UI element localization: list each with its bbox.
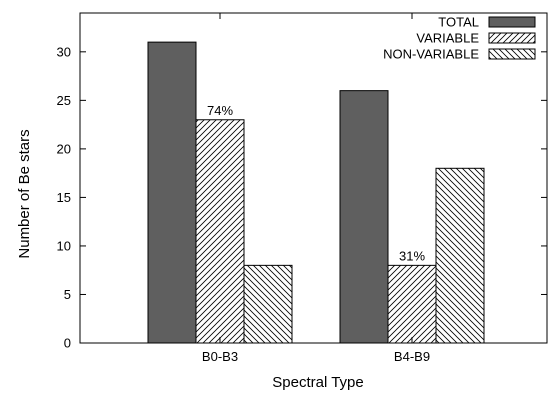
legend-swatch-non-variable xyxy=(488,48,536,60)
bars-layer xyxy=(147,41,485,344)
y-axis-ticks: 0 5 10 15 20 25 30 xyxy=(57,44,547,351)
legend-label-variable: VARIABLE xyxy=(416,31,479,46)
plot-frame xyxy=(79,12,548,344)
x-axis-ticks: B0-B3 B4-B9 xyxy=(202,13,430,364)
y-tick-label: 0 xyxy=(64,336,71,351)
data-label-percent: 31% xyxy=(399,248,425,263)
data-label-percent: 74% xyxy=(207,103,233,118)
y-tick-label: 10 xyxy=(57,238,71,253)
bar-non-variable-b0-b3 xyxy=(243,264,293,344)
bar-non-variable-b4-b9 xyxy=(435,167,485,344)
y-tick-label: 30 xyxy=(57,44,71,59)
bar-total-b0-b3 xyxy=(147,41,197,344)
bar-variable-b4-b9 xyxy=(387,264,437,344)
y-tick-label: 5 xyxy=(64,287,71,302)
x-tick-label: B4-B9 xyxy=(394,349,430,364)
legend-swatch-variable xyxy=(488,32,536,44)
x-axis-label: Spectral Type xyxy=(272,374,363,391)
x-tick-label: B0-B3 xyxy=(202,349,238,364)
y-tick-label: 15 xyxy=(57,190,71,205)
bar-variable-b0-b3 xyxy=(195,119,245,344)
bar-total-b4-b9 xyxy=(339,90,389,344)
legend-label-total: TOTAL xyxy=(438,15,479,30)
y-axis-label: Number of Be stars xyxy=(16,129,33,258)
legend-swatch-total xyxy=(488,16,536,28)
data-labels-layer: 74% 31% xyxy=(207,103,425,264)
y-tick-label: 20 xyxy=(57,141,71,156)
y-tick-label: 25 xyxy=(57,93,71,108)
legend-label-non-variable: NON-VARIABLE xyxy=(383,47,479,62)
